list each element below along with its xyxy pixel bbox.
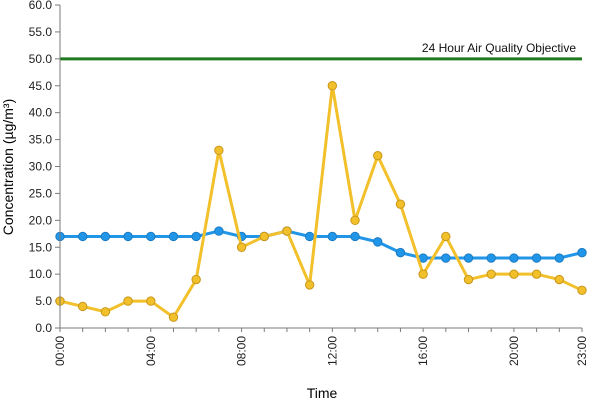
x-axis-title: Time: [307, 385, 338, 400]
data-point: [350, 231, 360, 242]
series-line: [60, 229, 583, 260]
x-tick-label: 12:00: [325, 336, 339, 366]
data-point: [577, 285, 587, 296]
y-tick-label: 0.0: [35, 321, 52, 335]
data-point: [486, 253, 496, 263]
data-point: [191, 231, 201, 242]
data-point: [100, 307, 111, 317]
data-point: [123, 296, 133, 306]
data-point: [395, 199, 406, 209]
data-point: [304, 280, 315, 290]
data-point: [168, 231, 179, 242]
data-point: [463, 274, 474, 285]
data-point: [191, 274, 201, 285]
data-point: [531, 269, 542, 279]
y-tick-label: 30.0: [29, 160, 53, 174]
data-point: [441, 253, 451, 263]
data-point: [77, 231, 88, 242]
y-tick-label: 5.0: [35, 294, 52, 308]
data-point: [304, 231, 315, 242]
data-point: [395, 247, 406, 258]
data-point: [327, 231, 338, 242]
y-axis-title: Concentration (µg/m³): [0, 99, 16, 235]
data-point: [441, 231, 451, 242]
data-point: [418, 269, 428, 279]
x-tick-label: 20:00: [507, 336, 521, 366]
y-tick-label: 35.0: [29, 133, 53, 147]
data-point: [463, 253, 474, 263]
data-point: [123, 231, 133, 242]
data-point: [577, 247, 587, 258]
y-tick-label: 55.0: [29, 25, 53, 39]
data-point: [373, 237, 383, 247]
data-point: [259, 231, 269, 242]
y-tick-label: 40.0: [29, 106, 53, 120]
y-tick-label: 20.0: [29, 213, 53, 227]
x-tick-label: 23:00: [575, 336, 589, 366]
data-point: [282, 226, 292, 236]
x-axis-ticks: 00:00 04:00 08:00 12:00 16:00 20:00 23:00: [53, 328, 589, 366]
data-point: [554, 253, 565, 263]
data-point: [327, 81, 338, 91]
data-point: [100, 231, 111, 242]
data-point: [373, 151, 383, 161]
y-tick-label: 25.0: [29, 186, 53, 200]
air-quality-objective-label: 24 Hour Air Quality Objective: [422, 41, 576, 55]
y-tick-label: 50.0: [29, 52, 53, 66]
series-line: [59, 84, 583, 319]
data-point: [350, 215, 360, 226]
series-1: [55, 226, 587, 263]
data-point: [236, 242, 247, 252]
data-point: [146, 231, 156, 242]
data-point: [486, 269, 496, 279]
data-point: [77, 301, 88, 312]
series-2: [55, 81, 587, 322]
series-group: [55, 81, 587, 322]
x-tick-label: 08:00: [235, 336, 249, 366]
reference-line-group: 24 Hour Air Quality Objective: [60, 41, 582, 61]
data-point: [554, 274, 565, 285]
y-tick-label: 10.0: [29, 267, 53, 281]
data-point: [214, 226, 224, 236]
data-point: [509, 269, 519, 279]
y-tick-label: 15.0: [29, 240, 53, 254]
x-tick-label: 16:00: [416, 336, 430, 366]
y-tick-label: 45.0: [29, 79, 53, 93]
x-tick-label: 04:00: [144, 336, 158, 366]
data-point: [146, 296, 156, 306]
data-point: [509, 253, 519, 263]
x-tick-label: 00:00: [53, 336, 67, 366]
y-axis-ticks: 0.0 5.0 10.0 15.0 20.0 25.0 30.0 35.0 40.0 45.0 50…: [29, 0, 60, 335]
data-point: [168, 312, 179, 322]
data-point: [531, 253, 542, 263]
data-point: [214, 145, 224, 156]
y-tick-label: 60.0: [29, 0, 53, 12]
